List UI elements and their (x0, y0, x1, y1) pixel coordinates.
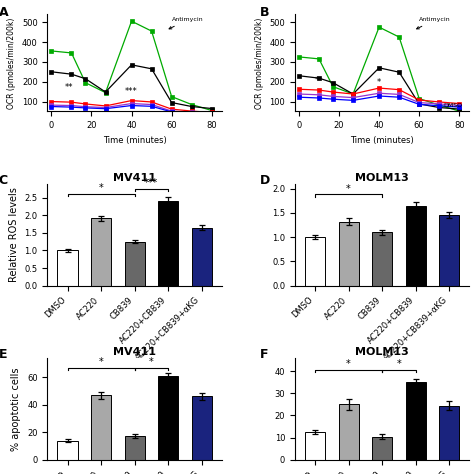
Bar (305, 237, 325, 286)
Y-axis label: Relative ROS levels: Relative ROS levels (9, 187, 19, 282)
Text: ***: *** (125, 87, 138, 96)
Bar (57, 250, 78, 286)
Bar (191, 228, 212, 286)
X-axis label: Time (minutes): Time (minutes) (350, 136, 414, 145)
Text: *: * (99, 183, 103, 193)
Bar (158, 201, 178, 286)
Bar (305, 432, 325, 460)
Bar (406, 382, 426, 460)
Y-axis label: OCR (pmoles/min/200k): OCR (pmoles/min/200k) (255, 17, 264, 109)
Y-axis label: % apoptotic cells: % apoptotic cells (11, 367, 21, 451)
Bar (406, 206, 426, 286)
Text: **: ** (65, 83, 73, 92)
Bar (91, 218, 111, 286)
Bar (91, 395, 111, 460)
Text: DMSO: DMSO (443, 102, 462, 108)
Bar (125, 242, 145, 286)
Bar (439, 406, 459, 460)
Text: *: * (149, 357, 154, 367)
Text: *: * (315, 76, 319, 85)
Bar (372, 232, 392, 286)
Bar (191, 396, 212, 460)
X-axis label: Time (minutes): Time (minutes) (103, 136, 166, 145)
Text: A: A (0, 7, 8, 19)
Text: B: B (260, 7, 270, 19)
Text: ***: *** (144, 178, 158, 188)
Text: *: * (346, 359, 351, 369)
Bar (57, 440, 78, 460)
Bar (125, 436, 145, 460)
Text: Antimycin: Antimycin (417, 17, 451, 29)
Text: F: F (260, 348, 269, 361)
Bar (372, 437, 392, 460)
Bar (338, 404, 359, 460)
Text: D: D (260, 173, 270, 187)
Title: MV411: MV411 (113, 173, 156, 183)
Title: MOLM13: MOLM13 (355, 347, 409, 357)
Text: E: E (0, 348, 7, 361)
Bar (158, 376, 178, 460)
Text: *: * (377, 78, 381, 87)
Text: *: * (99, 357, 103, 367)
Text: Antimycin: Antimycin (169, 17, 203, 29)
Bar (338, 221, 359, 286)
Text: C: C (0, 173, 8, 187)
Title: MOLM13: MOLM13 (355, 173, 409, 183)
Text: *: * (396, 359, 401, 369)
Y-axis label: OCR (pmoles/min/200k): OCR (pmoles/min/200k) (7, 17, 16, 109)
Bar (439, 215, 459, 286)
Text: *: * (346, 183, 351, 193)
Title: MV411: MV411 (113, 347, 156, 357)
